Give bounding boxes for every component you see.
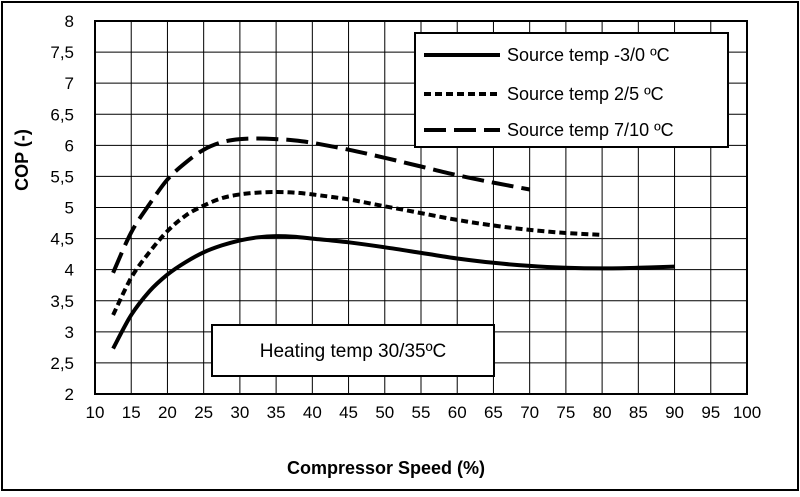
legend-label-series-1: Source temp -3/0 ºC: [507, 45, 670, 65]
x-tick-label: 10: [86, 403, 105, 422]
x-tick-label: 50: [375, 403, 394, 422]
annotation-box: [211, 324, 495, 377]
y-tick-label: 8: [65, 12, 74, 31]
y-tick-label: 5: [65, 199, 74, 218]
y-tick-label: 2: [65, 385, 74, 404]
y-tick-label: 3: [65, 323, 74, 342]
y-axis-ticks: 2 2,5 3 3,5 4 4,5 5 5,5 6 6,5 7 7,5 8: [50, 12, 74, 404]
series-line-3: [111, 136, 531, 274]
series-line-2: [111, 190, 603, 316]
y-tick-label: 7: [65, 74, 74, 93]
x-tick-label: 45: [339, 403, 358, 422]
y-tick-label: 3,5: [50, 292, 74, 311]
x-tick-label: 65: [484, 403, 503, 422]
x-tick-label: 20: [158, 403, 177, 422]
plot-border: [94, 20, 748, 395]
x-axis-ticks: 10 15 20 25 30 35 40 45 50 55 60 65 70 75 80 85 90 95 100: [86, 403, 762, 422]
series-line-1: [111, 234, 675, 350]
y-tick-label: 6,5: [50, 105, 74, 124]
annotation-text: Heating temp 30/35ºC: [260, 341, 447, 362]
x-tick-label: 15: [122, 403, 141, 422]
x-tick-label: 90: [665, 403, 684, 422]
x-tick-label: 70: [520, 403, 539, 422]
y-tick-label: 4,5: [50, 230, 74, 249]
x-tick-label: 30: [230, 403, 249, 422]
y-tick-label: 2,5: [50, 354, 74, 373]
legend: Source temp -3/0 ºC Source temp 2/5 ºC S…: [414, 32, 729, 148]
x-tick-label: 80: [593, 403, 612, 422]
x-tick-label: 100: [733, 403, 761, 422]
y-tick-label: 6: [65, 136, 74, 155]
annotation: Heating temp 30/35ºC: [211, 324, 495, 377]
legend-label-series-3: Source temp 7/10 ºC: [507, 120, 674, 140]
y-tick-label: 5,5: [50, 167, 74, 186]
legend-label-series-2: Source temp 2/5 ºC: [507, 84, 664, 104]
x-axis-title: Compressor Speed (%): [287, 458, 485, 478]
y-tick-label: 7,5: [50, 43, 74, 62]
y-axis-title: COP (-): [12, 129, 32, 191]
x-tick-label: 25: [194, 403, 213, 422]
x-tick-label: 75: [556, 403, 575, 422]
x-tick-label: 60: [448, 403, 467, 422]
series-layer: [111, 136, 675, 350]
x-tick-label: 85: [629, 403, 648, 422]
x-tick-label: 35: [267, 403, 286, 422]
x-tick-label: 95: [701, 403, 720, 422]
x-tick-label: 40: [303, 403, 322, 422]
x-tick-label: 55: [412, 403, 431, 422]
y-tick-label: 4: [65, 261, 74, 280]
